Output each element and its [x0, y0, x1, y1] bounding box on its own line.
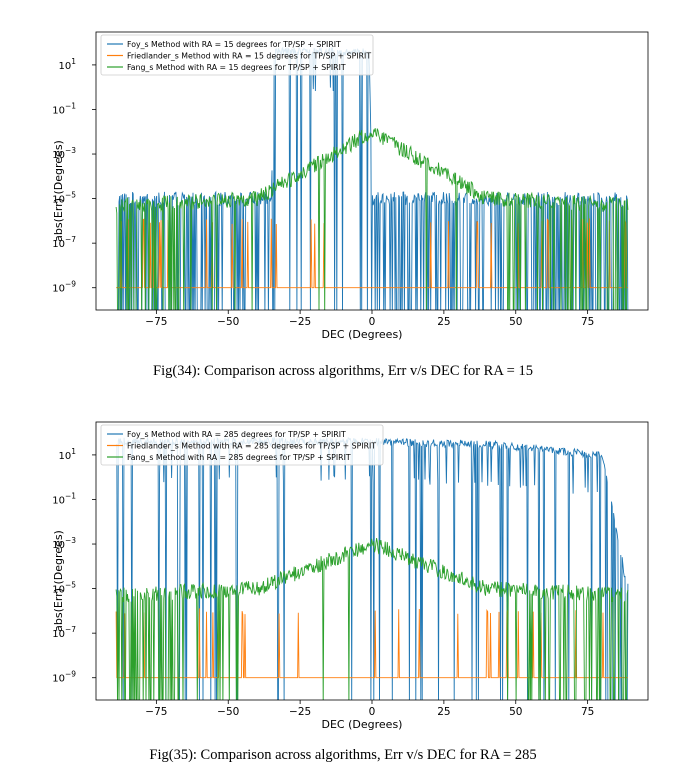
figure-35: −75 −50 −25 0 25 50 75 10−9 10−7 10−5 10−3 10−1 101 D…	[0, 390, 686, 780]
x-tick-label: −25	[289, 316, 311, 328]
x-tick-label: 50	[509, 316, 522, 328]
legend: Foy_s Method with RA = 15 degrees for TP…	[100, 34, 374, 76]
y-axis-label: abs(Err) (Degrees)	[52, 530, 65, 632]
y-tick-label: 10−1	[52, 491, 76, 506]
y-tick-label: 101	[58, 57, 76, 72]
chart-34: −75 −50 −25 0 25 50 7510−910−710−510−310−1101D…	[52, 31, 649, 341]
series-line-friedlander	[115, 608, 628, 679]
legend: Foy_s Method with RA = 285 degrees for T…	[100, 424, 384, 466]
x-tick-label: −75	[145, 706, 167, 718]
series-line-foy	[117, 46, 629, 310]
x-tick-label: 0	[369, 706, 376, 718]
legend-entry: Foy_s Method with RA = 15 degrees for TP…	[127, 40, 341, 49]
x-tick-label: −25	[289, 706, 311, 718]
legend-entry: Friedlander_s Method with RA = 15 degree…	[127, 52, 371, 61]
legend-entry: Friedlander_s Method with RA = 285 degre…	[127, 442, 376, 451]
x-tick-label: 25	[437, 706, 450, 718]
legend-entry: Fang_s Method with RA = 15 degrees for T…	[127, 63, 346, 72]
figure-caption: Fig(34): Comparison across algorithms, E…	[153, 363, 533, 379]
x-tick-label: −50	[217, 316, 239, 328]
x-tick-label: 0	[369, 316, 376, 328]
y-tick-label: 101	[58, 447, 76, 462]
legend-entry: Foy_s Method with RA = 285 degrees for T…	[127, 430, 346, 439]
x-tick-label: −75	[145, 316, 167, 328]
series-line-fang	[115, 128, 629, 310]
figure-34: −75 −50 −25 0 25 50 75 10−9 10−7 10−5 10−3 10−1 101 D…	[52, 31, 649, 379]
x-axis-label: DEC (Degrees)	[322, 328, 403, 341]
x-tick-label: 50	[509, 706, 522, 718]
figure-caption: Fig(35): Comparison across algorithms, E…	[149, 747, 537, 763]
y-tick-label: 10−1	[52, 101, 76, 116]
series-line-fang	[115, 538, 629, 700]
x-axis-label: DEC (Degrees)	[322, 718, 403, 731]
x-tick-label: 75	[581, 316, 594, 328]
legend-entry: Fang_s Method with RA = 285 degrees for …	[127, 453, 351, 462]
y-axis-label: abs(Err) (Degrees)	[52, 140, 65, 242]
y-tick-label: 10−9	[52, 280, 76, 295]
y-tick-label: 10−9	[52, 670, 76, 685]
chart-35: −75 −50 −25 0 25 50 7510−910−710−510−310−1101D…	[52, 421, 649, 731]
x-tick-label: −50	[217, 706, 239, 718]
x-tick-label: 25	[437, 316, 450, 328]
x-tick-label: 75	[581, 706, 594, 718]
